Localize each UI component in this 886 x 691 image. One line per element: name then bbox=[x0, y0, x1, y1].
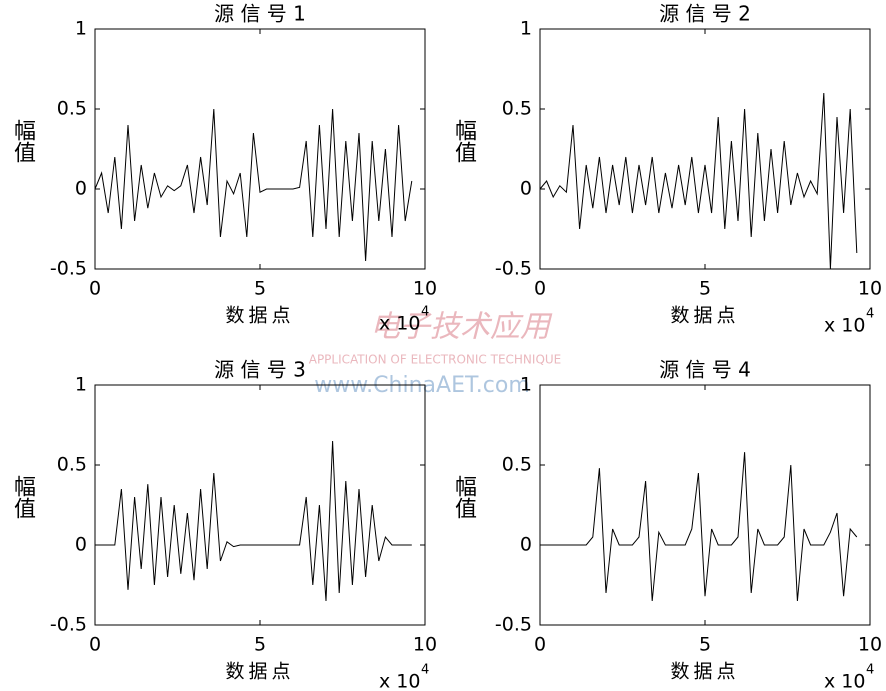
x-offset-exponent: 4 bbox=[421, 663, 429, 678]
x-tick-label: 10 bbox=[413, 278, 437, 300]
chart-title: 源 信 号 3 bbox=[214, 358, 306, 382]
y-axis-label: 幅值 bbox=[451, 475, 477, 519]
watermark-title: 电子技术应用 bbox=[370, 310, 553, 345]
x-tick-label: 0 bbox=[534, 278, 546, 300]
y-tick-label: 1 bbox=[520, 18, 532, 40]
x-tick-label: 0 bbox=[534, 634, 546, 656]
y-tick-label: 0.5 bbox=[502, 98, 532, 120]
x-tick-label: 0 bbox=[89, 278, 101, 300]
x-axis-label: 数据点 bbox=[225, 661, 294, 683]
y-tick-label: 0 bbox=[520, 178, 532, 200]
y-tick-label: 0 bbox=[75, 534, 87, 556]
y-axis-label: 幅值 bbox=[10, 119, 36, 163]
y-axis-label: 幅值 bbox=[451, 119, 477, 163]
y-tick-label: -0.5 bbox=[50, 614, 87, 636]
x-tick-label: 5 bbox=[699, 278, 711, 300]
y-tick-label: 0 bbox=[520, 534, 532, 556]
x-offset-exponent: 4 bbox=[866, 663, 874, 678]
x-offset-text: x 10 bbox=[379, 313, 420, 335]
y-tick-label: 1 bbox=[520, 374, 532, 396]
y-tick-label: 1 bbox=[75, 374, 87, 396]
x-offset-text: x 10 bbox=[379, 671, 420, 691]
watermark-subtitle: APPLICATION OF ELECTRONIC TECHNIQUE bbox=[309, 353, 562, 367]
x-tick-label: 5 bbox=[254, 634, 266, 656]
y-tick-label: 0.5 bbox=[57, 454, 87, 476]
plot-frame bbox=[94, 28, 426, 270]
y-tick-label: -0.5 bbox=[50, 258, 87, 280]
x-axis-label: 数据点 bbox=[670, 305, 739, 327]
x-tick-label: 10 bbox=[858, 278, 882, 300]
y-tick-label: 0.5 bbox=[502, 454, 532, 476]
y-tick-label: 0 bbox=[75, 178, 87, 200]
y-axis-label: 幅值 bbox=[10, 475, 36, 519]
signal-line bbox=[94, 108, 413, 262]
y-tick-label: -0.5 bbox=[495, 258, 532, 280]
x-axis-label: 数据点 bbox=[225, 305, 294, 327]
plot-frame bbox=[94, 384, 426, 626]
chart-title: 源 信 号 2 bbox=[659, 2, 751, 26]
y-tick-label: 0.5 bbox=[57, 98, 87, 120]
x-offset-text: x 10 bbox=[824, 315, 865, 337]
x-axis-label: 数据点 bbox=[670, 661, 739, 683]
x-offset-exponent: 4 bbox=[866, 307, 874, 322]
x-tick-label: 10 bbox=[413, 634, 437, 656]
x-tick-label: 5 bbox=[254, 278, 266, 300]
y-tick-label: 1 bbox=[75, 18, 87, 40]
chart-title: 源 信 号 1 bbox=[214, 2, 306, 26]
x-tick-label: 10 bbox=[858, 634, 882, 656]
y-tick-label: -0.5 bbox=[495, 614, 532, 636]
x-tick-label: 5 bbox=[699, 634, 711, 656]
chart-title: 源 信 号 4 bbox=[659, 358, 751, 382]
x-tick-label: 0 bbox=[89, 634, 101, 656]
x-offset-exponent: 4 bbox=[421, 305, 429, 320]
signal-line bbox=[540, 452, 858, 602]
x-offset-text: x 10 bbox=[824, 671, 865, 691]
signal-line bbox=[539, 92, 858, 270]
signal-line bbox=[95, 440, 412, 602]
